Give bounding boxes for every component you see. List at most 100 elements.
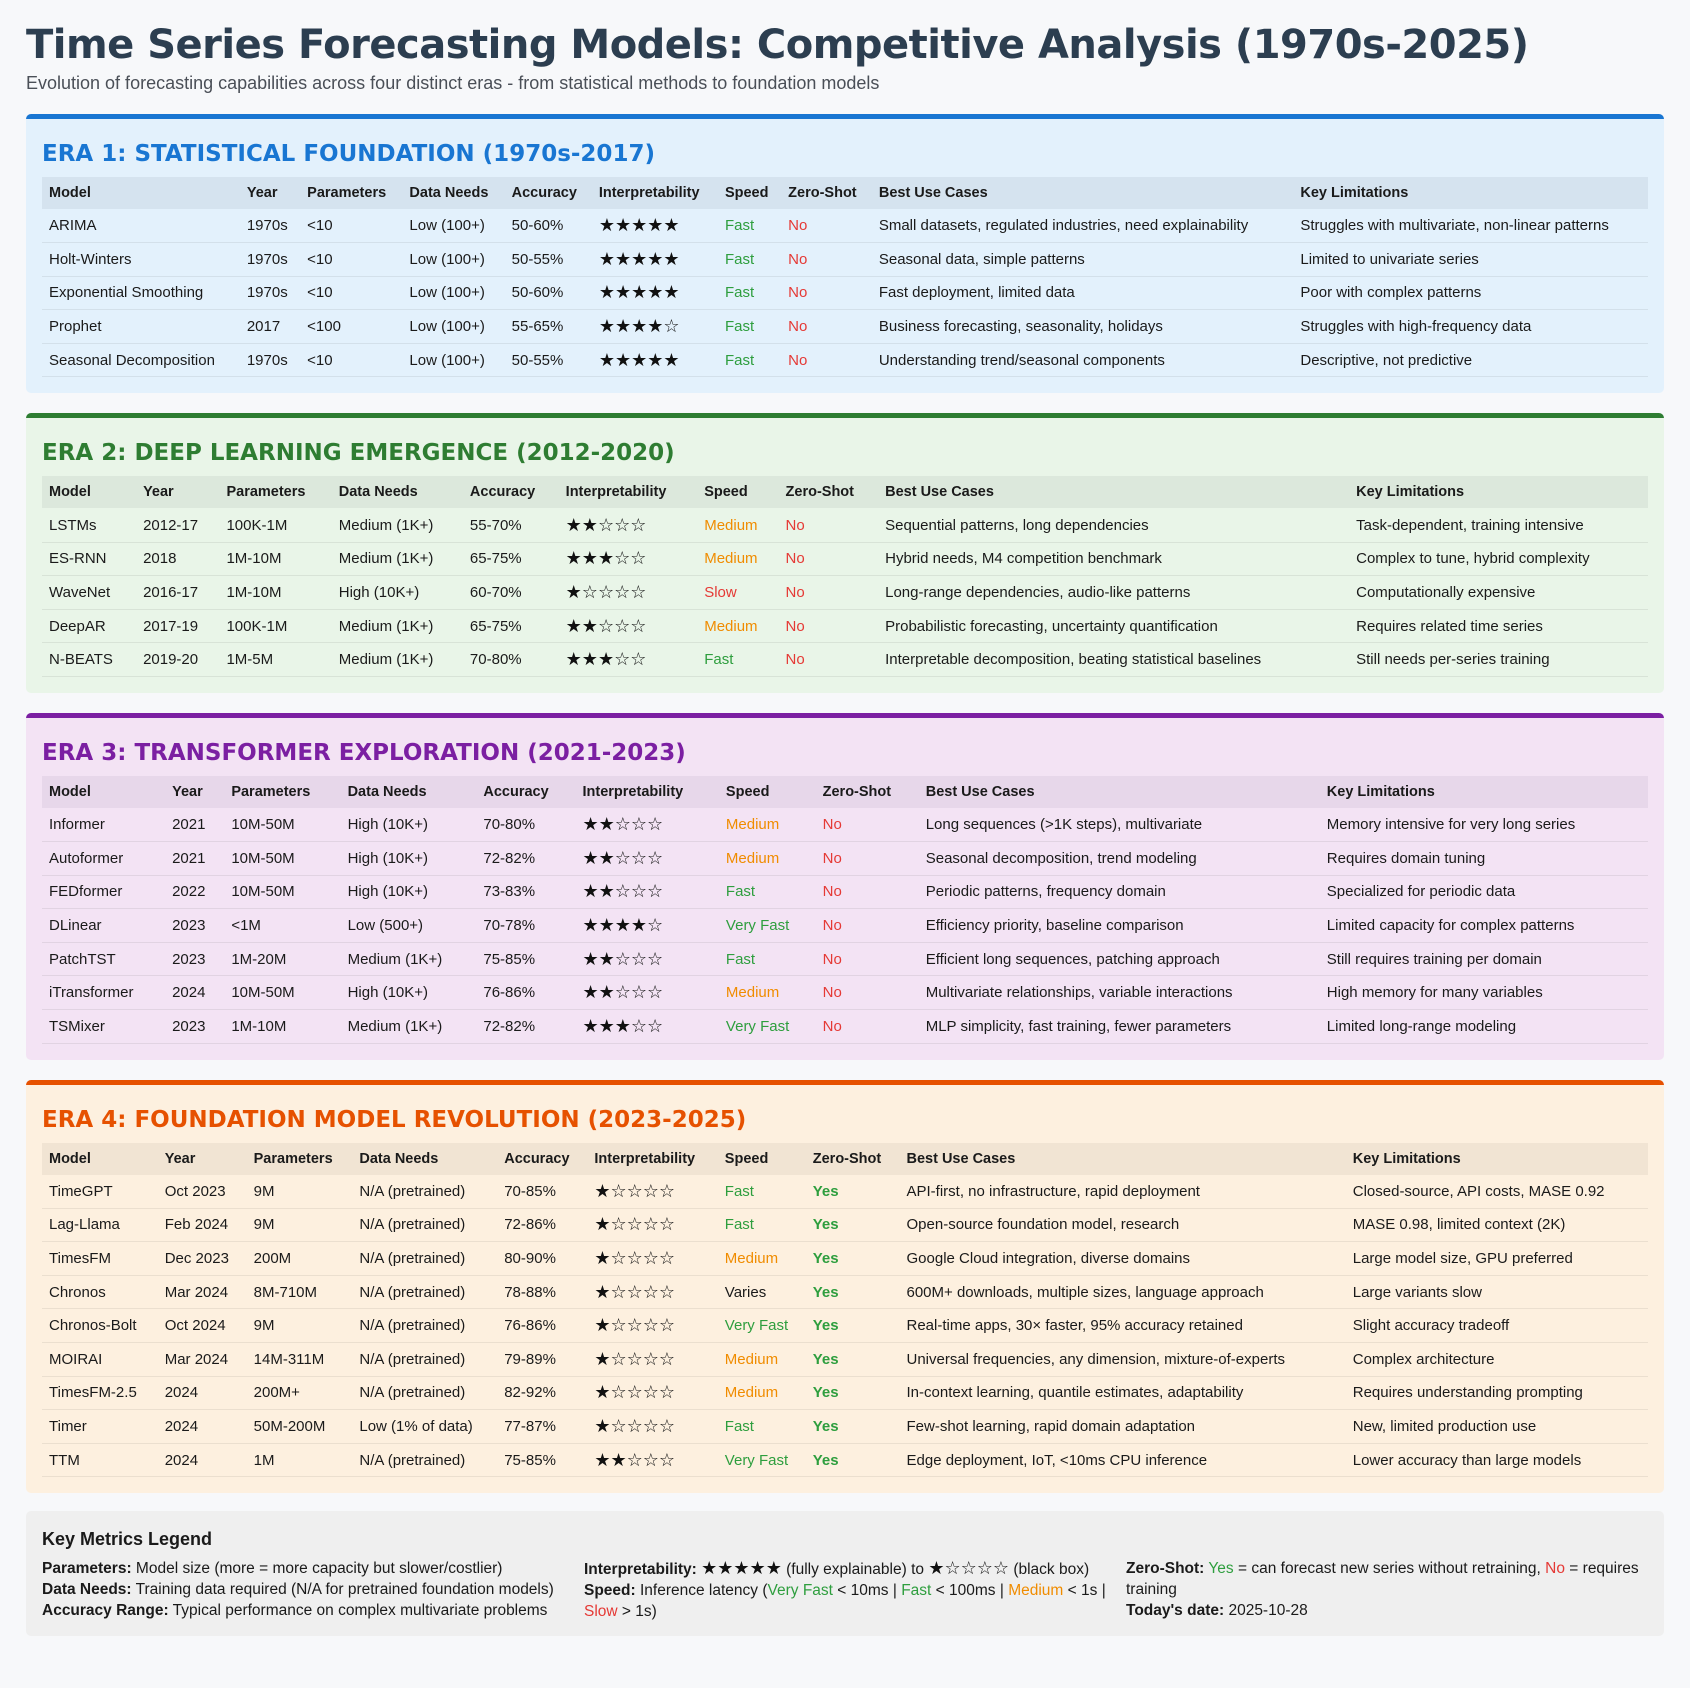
cell-year: 1970s bbox=[239, 343, 301, 378]
era-section-4: ERA 4: FOUNDATION MODEL REVOLUTION (2023… bbox=[26, 1079, 1664, 1494]
cell-year: 1970s bbox=[239, 276, 301, 311]
legend-col-3: Zero-Shot: Yes = can forecast new series… bbox=[1126, 1558, 1648, 1622]
cell-model: Autoformer bbox=[42, 841, 166, 876]
cell-data-needs: Medium (1K+) bbox=[340, 942, 477, 977]
column-header-year: Year bbox=[143, 484, 174, 501]
column-header-speed: Speed bbox=[724, 1150, 769, 1167]
cell-model: N-BEATS bbox=[42, 642, 137, 677]
rating-stars-icon: ★★☆☆☆ bbox=[558, 508, 698, 543]
cell-model: WaveNet bbox=[42, 575, 137, 610]
cell-best-use-cases: Long-range dependencies, audio-like patt… bbox=[878, 575, 1350, 610]
cell-best-use-cases: Long sequences (>1K steps), multivariate bbox=[918, 807, 1320, 843]
cell-best-use-cases: MLP simplicity, fast training, fewer par… bbox=[918, 1009, 1320, 1044]
cell-data-needs: N/A (pretrained) bbox=[352, 1376, 498, 1411]
legend-data-needs: Data Needs: Training data required (N/A … bbox=[42, 1579, 564, 1600]
legend-zeroshot-yes-text: = can forecast new series without retrai… bbox=[1238, 1560, 1541, 1578]
cell-parameters: <10 bbox=[300, 276, 403, 311]
rating-stars-icon: ★☆☆☆☆ bbox=[587, 1376, 718, 1411]
legend-accuracy-text: Typical performance on complex multivari… bbox=[172, 1602, 548, 1620]
cell-zero-shot: No bbox=[815, 841, 919, 876]
cell-year: 2024 bbox=[165, 975, 225, 1010]
cell-key-limitations: Memory intensive for very long series bbox=[1319, 807, 1648, 843]
legend-data-needs-label: Data Needs: bbox=[42, 1581, 132, 1599]
stars-high-icon: ★★★★★ bbox=[701, 1558, 782, 1579]
cell-year: 2024 bbox=[157, 1376, 247, 1411]
legend-parameters: Parameters: Model size (more = more capa… bbox=[42, 1558, 564, 1579]
cell-key-limitations: Lower accuracy than large models bbox=[1345, 1443, 1648, 1478]
cell-zero-shot: No bbox=[815, 875, 919, 910]
table-header-row: Model Year Parameters Data Needs Accuracy Int… bbox=[42, 476, 1648, 509]
cell-key-limitations: Struggles with multivariate, non-linear … bbox=[1293, 209, 1648, 244]
table-row: DeepAR 2017-19 100K-1M Medium (1K+) 65-75% ★★… bbox=[42, 609, 1648, 644]
cell-accuracy: 70-80% bbox=[476, 807, 576, 843]
cell-key-limitations: Computationally expensive bbox=[1349, 575, 1648, 610]
table-row: FEDformer 2022 10M-50M High (10K+) 73-83% ★★☆… bbox=[42, 875, 1648, 910]
cell-zero-shot: No bbox=[778, 575, 879, 610]
cell-accuracy: 72-82% bbox=[476, 841, 576, 876]
column-header-key-limitations: Key Limitations bbox=[1326, 783, 1435, 800]
cell-year: 2023 bbox=[165, 942, 225, 977]
cell-accuracy: 55-65% bbox=[504, 309, 592, 344]
cell-best-use-cases: Probabilistic forecasting, uncertainty q… bbox=[878, 609, 1350, 644]
cell-model: DeepAR bbox=[42, 609, 137, 644]
cell-data-needs: Medium (1K+) bbox=[340, 1009, 477, 1044]
table-header-row: Model Year Parameters Data Needs Accuracy Int… bbox=[42, 1142, 1648, 1175]
cell-data-needs: Medium (1K+) bbox=[331, 508, 463, 543]
era-table: Model Year Parameters Data Needs Accuracy Int… bbox=[42, 177, 1648, 378]
cell-model: Timer bbox=[42, 1409, 158, 1444]
cell-data-needs: N/A (pretrained) bbox=[352, 1308, 498, 1344]
cell-model: ES-RNN bbox=[42, 542, 137, 577]
column-header-accuracy: Accuracy bbox=[469, 484, 536, 501]
cell-parameters: 1M-10M bbox=[219, 542, 332, 577]
cell-key-limitations: Complex to tune, hybrid complexity bbox=[1349, 542, 1648, 577]
rating-stars-icon: ★★☆☆☆ bbox=[575, 875, 719, 910]
cell-speed: Medium bbox=[717, 1342, 806, 1377]
table-row: Autoformer 2021 10M-50M High (10K+) 72-82% ★★… bbox=[42, 841, 1648, 876]
cell-parameters: 100K-1M bbox=[219, 609, 332, 644]
cell-best-use-cases: In-context learning, quantile estimates,… bbox=[899, 1376, 1346, 1411]
column-header-model: Model bbox=[49, 185, 91, 201]
legend-interp-mid: (fully explainable) to bbox=[786, 1561, 924, 1579]
cell-data-needs: N/A (pretrained) bbox=[352, 1174, 498, 1209]
cell-best-use-cases: Sequential patterns, long dependencies bbox=[878, 508, 1350, 543]
era-title: ERA 3: TRANSFORMER EXPLORATION (2021-202… bbox=[42, 739, 686, 766]
cell-parameters: 9M bbox=[246, 1308, 353, 1344]
table-row: WaveNet 2016-17 1M-10M High (10K+) 60-70% ★☆☆… bbox=[42, 575, 1648, 610]
column-header-interpretability: Interpretability bbox=[565, 484, 667, 501]
legend-speed-slow-text: > 1s) bbox=[621, 1603, 657, 1621]
cell-zero-shot: No bbox=[815, 908, 919, 943]
cell-year: 2017 bbox=[239, 309, 301, 344]
cell-zero-shot: Yes bbox=[805, 1275, 900, 1310]
cell-parameters: 1M-10M bbox=[219, 575, 332, 610]
cell-speed: Very Fast bbox=[717, 1308, 806, 1344]
cell-parameters: 10M-50M bbox=[224, 975, 341, 1010]
cell-zero-shot: Yes bbox=[805, 1241, 900, 1276]
cell-zero-shot: Yes bbox=[805, 1443, 900, 1478]
cell-zero-shot: No bbox=[815, 807, 919, 843]
legend-interpretability: Interpretability: ★★★★★ (fully explainab… bbox=[584, 1558, 1106, 1580]
table-row: TimesFM Dec 2023 200M N/A (pretrained) 80-90… bbox=[42, 1241, 1648, 1276]
cell-data-needs: Low (500+) bbox=[340, 908, 477, 943]
column-header-zero-shot: Zero-Shot bbox=[822, 783, 892, 800]
cell-data-needs: High (10K+) bbox=[340, 807, 477, 843]
cell-data-needs: High (10K+) bbox=[340, 975, 477, 1010]
cell-model: TimesFM-2.5 bbox=[42, 1376, 158, 1411]
cell-best-use-cases: Business forecasting, seasonality, holid… bbox=[871, 309, 1294, 344]
cell-model: LSTMs bbox=[42, 508, 137, 543]
cell-zero-shot: No bbox=[815, 942, 919, 977]
cell-year: Feb 2024 bbox=[157, 1208, 247, 1243]
cell-zero-shot: No bbox=[781, 309, 872, 344]
column-header-data-needs: Data Needs bbox=[338, 484, 418, 501]
legend-speed-fast-text: < 100ms | bbox=[935, 1582, 1004, 1600]
cell-data-needs: N/A (pretrained) bbox=[352, 1342, 498, 1377]
cell-speed: Fast bbox=[717, 1409, 806, 1444]
cell-data-needs: Low (100+) bbox=[402, 343, 505, 378]
legend-speed: Speed: Inference latency (Very Fast < 10… bbox=[584, 1580, 1106, 1622]
column-header-accuracy: Accuracy bbox=[511, 185, 577, 201]
cell-accuracy: 75-85% bbox=[476, 942, 576, 977]
cell-key-limitations: Descriptive, not predictive bbox=[1293, 343, 1648, 378]
cell-accuracy: 50-55% bbox=[504, 242, 592, 277]
cell-accuracy: 75-85% bbox=[497, 1443, 588, 1478]
cell-accuracy: 78-88% bbox=[497, 1275, 588, 1310]
cell-model: Lag-Llama bbox=[42, 1208, 158, 1243]
